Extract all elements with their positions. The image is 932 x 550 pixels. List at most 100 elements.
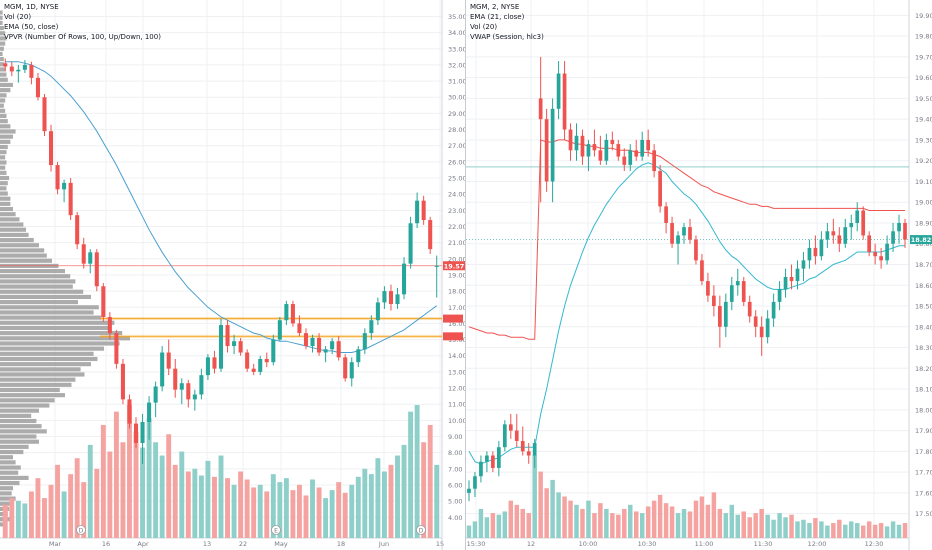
volume-bar [401,444,407,538]
volume-bar [580,508,585,538]
vpvr-bar [0,398,55,403]
volume-bar [277,482,283,538]
price-level-tag [443,332,463,341]
vpvr-bar [0,336,130,341]
candle-body [218,325,224,369]
volume-bar [717,508,723,538]
x-tick-label: Jun [378,540,389,548]
candle-body [783,276,788,290]
left-chart-canvas[interactable]: 4.00 5.00 6.00 7.00 8.00 9.00 10.00 11.00 12.00 1… [0,0,465,550]
candle-body [16,69,21,72]
volume-bar [408,411,414,538]
candle-body [634,150,639,157]
candle-body [388,291,393,305]
x-tick-label: Apr [137,540,149,548]
volume-bar [42,498,47,538]
volume-bar [9,498,15,538]
candle-body [580,135,585,157]
x-tick-label: 12:00 [808,540,827,548]
y-tick-label: 18.40 [915,323,932,331]
left-chart-pane[interactable]: MGM, 1D, NYSE Vol (20) EMA (50, close) V… [0,0,465,550]
right-chart-canvas[interactable]: 17.50 17.60 17.70 17.80 17.90 18.00 18.10 18.20… [466,0,932,550]
volume-bar [310,479,315,538]
vpvr-bar [0,269,65,274]
left-legend-vol: Vol (20) [4,13,32,21]
candle-body [867,235,872,253]
volume-bar [212,476,217,538]
vpvr-bar [0,486,13,491]
candle-body [284,304,289,321]
left-legend-ema: EMA (50, close) [4,23,59,31]
volume-bar [74,458,80,538]
vpvr-bar [0,212,16,217]
volume-bar [349,484,355,538]
volume-bar [633,511,639,538]
volume-bar [771,519,776,538]
volume-bar [669,506,675,538]
volume-bar [153,442,159,538]
vpvr-bar [0,284,73,289]
candle-body [375,302,380,321]
volume-bar [514,504,520,538]
volume-bar [639,513,645,538]
candle-body [903,222,907,240]
vpvr-bar [0,346,104,351]
y-tick-label: 17.80 [915,448,932,456]
candle-body [747,301,752,317]
y-tick-label: 34.00 [448,29,465,37]
volume-bar [550,479,555,538]
y-tick-label: 19.30 [915,136,932,144]
candle-body [855,210,860,223]
volume-bar [849,521,854,538]
volume-bar [323,498,329,538]
vpvr-bar [0,186,7,191]
pane-divider[interactable] [465,0,466,550]
volume-bar [303,495,309,538]
y-tick-label: 19.80 [915,33,932,41]
vpvr-bar [0,93,7,98]
candle-body [434,265,439,267]
right-legend-vol: Vol (20) [470,23,498,31]
vpvr-bar [0,222,24,227]
y-tick-label: 19.10 [915,178,932,186]
vpvr-bar [0,165,6,170]
vpvr-bar [0,253,47,258]
candle-body [107,316,112,334]
candle-body [550,108,555,182]
vpvr-bar [0,243,39,248]
volume-bar [198,475,204,538]
y-tick-label: 6.00 [448,481,462,489]
volume-bar [538,471,543,538]
y-tick-label: 19.00 [915,199,932,207]
volume-bar [421,442,427,538]
volume-bar [866,521,872,538]
vpvr-bar [0,325,111,331]
vpvr-bar [0,10,3,15]
vpvr-bar [0,351,94,356]
candle-body [604,139,609,161]
candle-body [664,206,668,223]
candle-body [598,150,603,161]
candle-body [310,337,315,347]
candle-body [317,337,322,353]
candle-body [140,421,145,443]
y-tick-label: 18.60 [915,282,932,290]
vpvr-bar [0,144,8,150]
candle-body [765,318,770,338]
vpvr-bar [0,356,98,362]
candle-body [831,231,836,236]
candle-body [55,165,60,190]
candle-body [94,252,99,287]
y-tick-label: 19.40 [915,116,932,124]
candle-body [801,260,806,269]
x-tick-label: 12:30 [865,540,884,548]
candle-body [120,363,125,400]
candle-body [238,341,243,353]
candle-body [502,424,507,448]
right-chart-pane[interactable]: MGM, 2, NYSE EMA (21, close) Vol (20) VW… [466,0,932,550]
candle-body [101,286,106,317]
y-tick-label: 33.00 [448,45,465,53]
candle-body [496,447,501,468]
y-tick-label: 26.00 [448,158,465,166]
vpvr-bar [0,237,34,243]
